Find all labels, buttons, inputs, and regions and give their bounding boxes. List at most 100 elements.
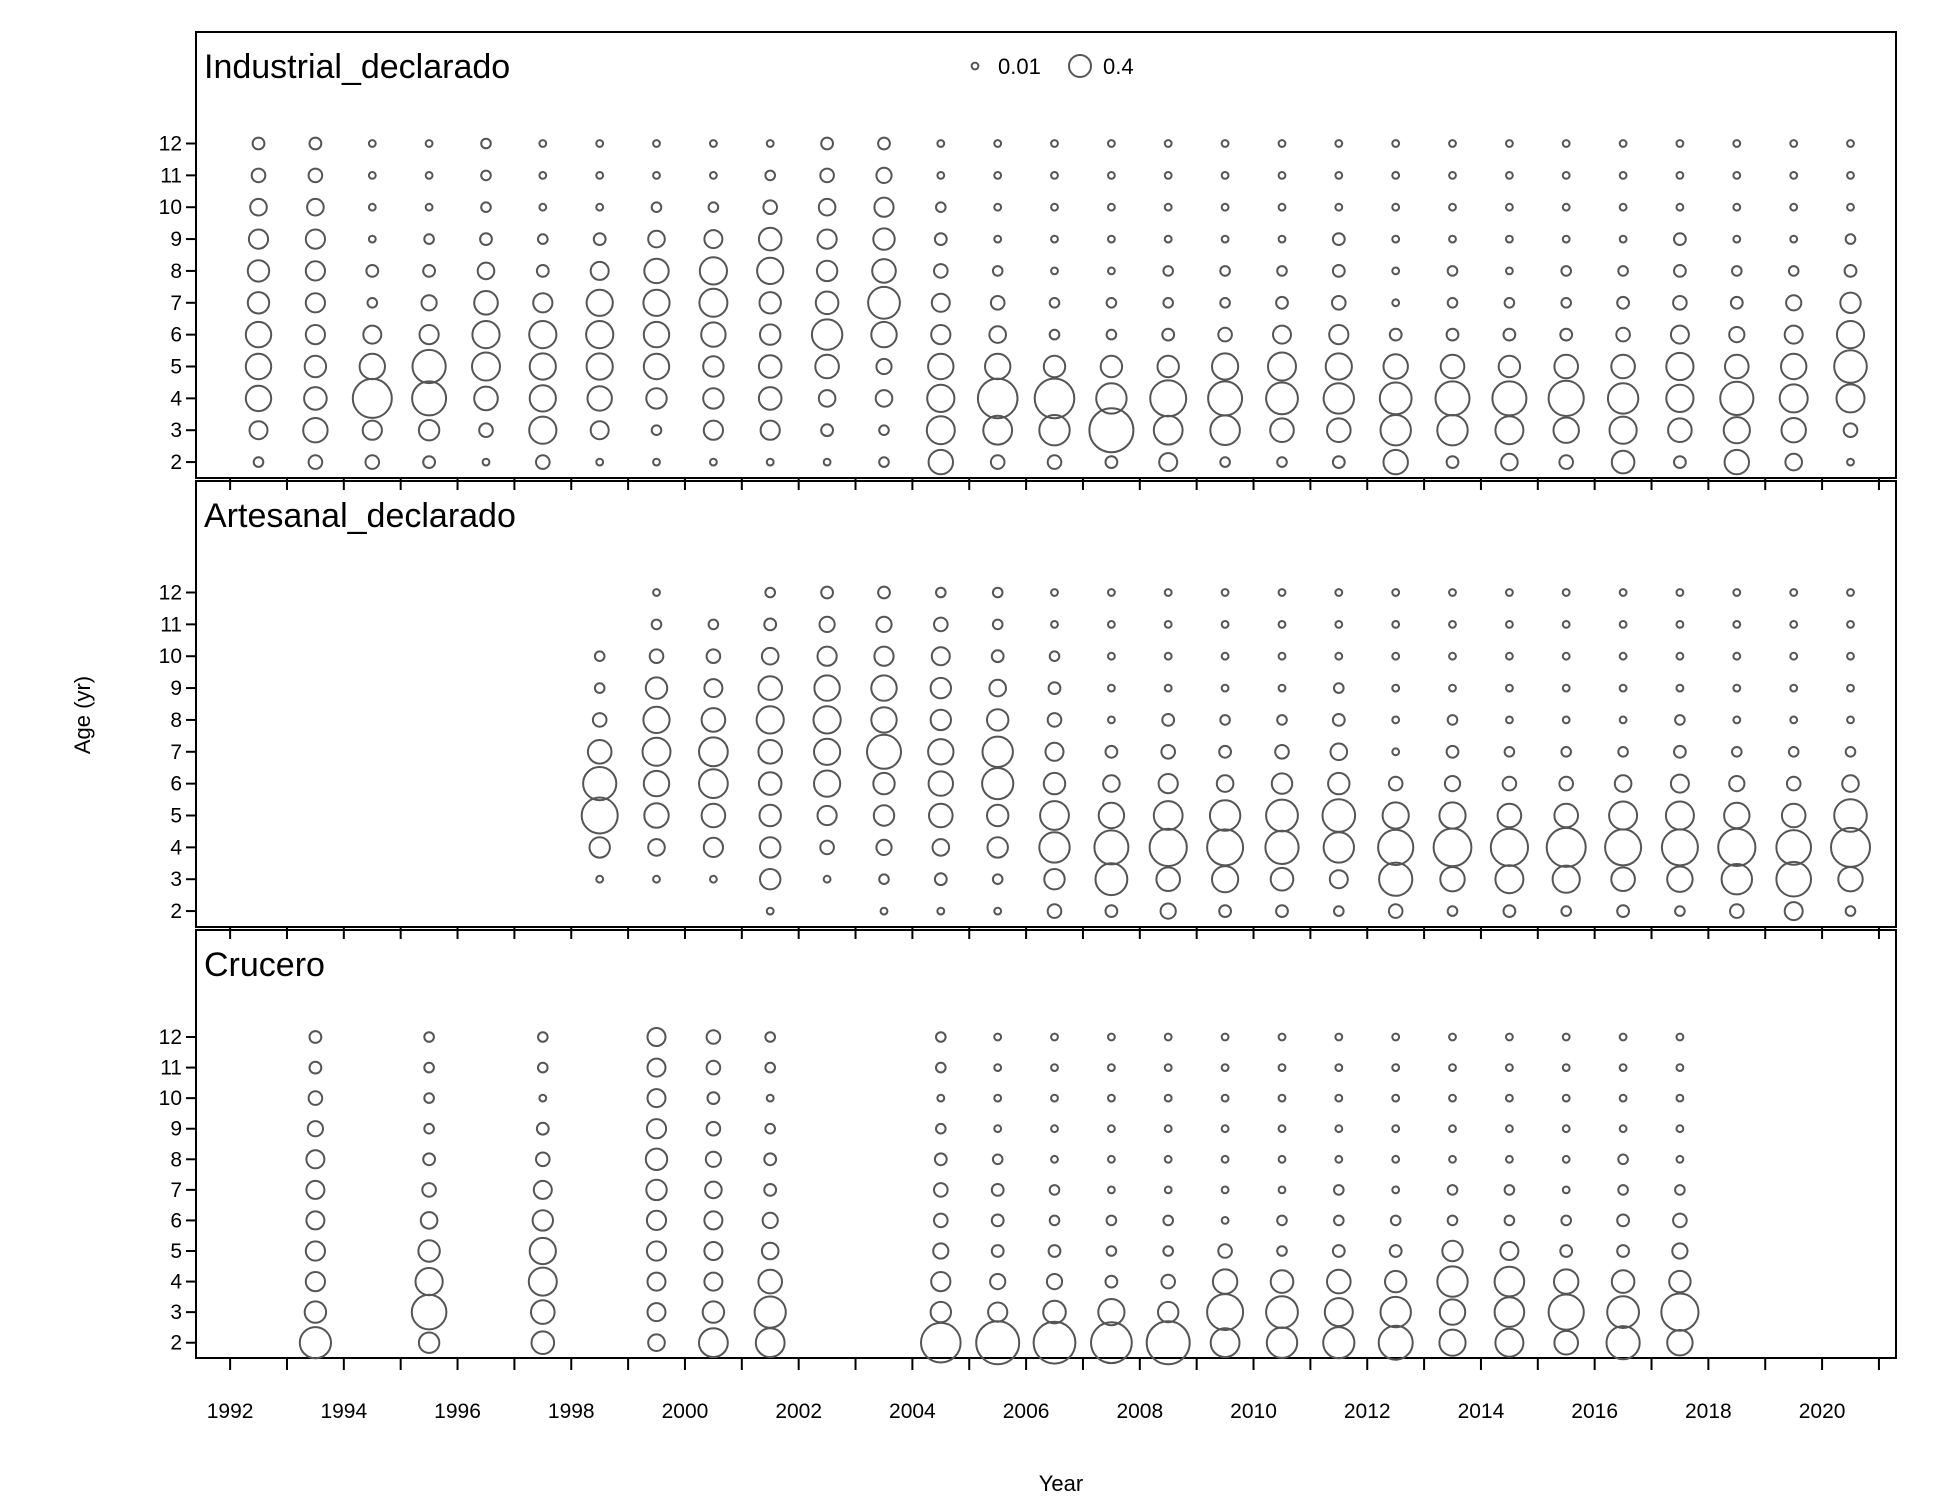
bubble: [1618, 139, 1628, 148]
bubble: [1842, 422, 1859, 439]
bubble: [1209, 1327, 1241, 1359]
bubble: [1265, 1326, 1299, 1359]
legend-bubble: [1068, 54, 1092, 78]
bubble: [1152, 800, 1184, 831]
bubble: [1107, 683, 1116, 693]
bubble: [1391, 1063, 1401, 1072]
bubble: [647, 838, 666, 857]
bubble: [535, 264, 550, 278]
y-tick-label: 2: [170, 1332, 182, 1355]
bubble: [1391, 234, 1401, 244]
bubble: [365, 264, 380, 278]
bubble: [822, 457, 832, 467]
bubble: [758, 291, 782, 315]
bubble: [424, 171, 434, 180]
bubble: [647, 229, 666, 249]
x-tick-label: 2018: [1685, 1400, 1732, 1423]
bubble: [1391, 139, 1401, 148]
bubble: [422, 455, 437, 470]
bubble: [987, 1301, 1009, 1323]
bubble: [251, 136, 266, 151]
bubble: [993, 234, 1003, 244]
bubble: [1378, 381, 1413, 416]
bubble: [1789, 171, 1799, 180]
bubble: [761, 1211, 779, 1230]
bubble: [931, 838, 951, 857]
bubble: [1606, 1295, 1640, 1329]
bubble: [1090, 1321, 1133, 1365]
bubble: [1270, 772, 1294, 795]
bubble: [1105, 328, 1118, 341]
bubble: [991, 586, 1004, 599]
y-tick-label: 5: [170, 356, 182, 379]
bubble: [1107, 620, 1116, 629]
bubble: [757, 675, 784, 701]
bubble: [1163, 620, 1173, 629]
bubble: [1669, 324, 1690, 345]
bubble: [819, 167, 835, 184]
bubble: [936, 906, 946, 916]
bubble: [1505, 266, 1514, 276]
bubble: [1217, 1243, 1233, 1259]
bubble: [1617, 265, 1629, 277]
bubble: [813, 769, 842, 798]
bubble: [1553, 1329, 1579, 1356]
bubble: [585, 352, 614, 381]
bubble: [1050, 234, 1059, 244]
bubble: [1328, 324, 1350, 346]
bubble: [1505, 683, 1514, 693]
bubble: [593, 682, 606, 694]
bubble: [1206, 828, 1245, 867]
x-tick-label: 2004: [889, 1400, 936, 1423]
bubble: [871, 258, 897, 284]
bubble: [698, 768, 729, 799]
bubble: [1277, 588, 1287, 597]
bubble: [1321, 798, 1357, 833]
bubble: [303, 354, 328, 379]
bubble: [1560, 905, 1572, 917]
bubble: [875, 166, 893, 184]
bubble: [878, 456, 890, 468]
bubble: [867, 285, 901, 320]
bubble: [757, 354, 783, 379]
bubble: [1331, 1244, 1346, 1258]
bubble: [1107, 1032, 1116, 1042]
bubble: [1333, 1184, 1345, 1196]
bubble: [1105, 297, 1118, 309]
bubble: [1162, 1245, 1174, 1257]
bubble: [1448, 588, 1457, 597]
bubble: [754, 1327, 786, 1359]
bubble: [642, 769, 671, 798]
bubble: [646, 1271, 667, 1292]
bubble: [1729, 295, 1744, 310]
bubble: [870, 320, 898, 349]
bubble: [1391, 266, 1401, 276]
bubble: [1843, 264, 1858, 278]
bubble: [1050, 1124, 1059, 1134]
bubble: [1391, 1154, 1401, 1164]
bubble: [1329, 742, 1349, 762]
bubble: [1322, 1326, 1356, 1360]
bubble: [367, 171, 377, 180]
bubble: [933, 263, 949, 279]
bubble: [757, 226, 783, 252]
bubble: [1489, 827, 1530, 868]
panel-frame: [195, 929, 1897, 1359]
bubble: [362, 324, 383, 345]
y-tick-label: 7: [170, 741, 182, 764]
bubble: [816, 645, 838, 667]
bubble: [1048, 1184, 1061, 1196]
bubble: [1102, 774, 1121, 793]
bubble: [1331, 295, 1347, 311]
bubble: [1088, 407, 1135, 454]
bubble: [815, 259, 839, 283]
bubble: [244, 352, 273, 381]
bubble: [760, 646, 780, 666]
bubble: [646, 1302, 667, 1323]
bubble: [645, 1240, 668, 1262]
bubble: [1220, 1216, 1230, 1225]
bubble: [1097, 801, 1126, 830]
bubble: [414, 1267, 444, 1297]
bubble: [1163, 651, 1173, 661]
bubble: [765, 139, 775, 148]
